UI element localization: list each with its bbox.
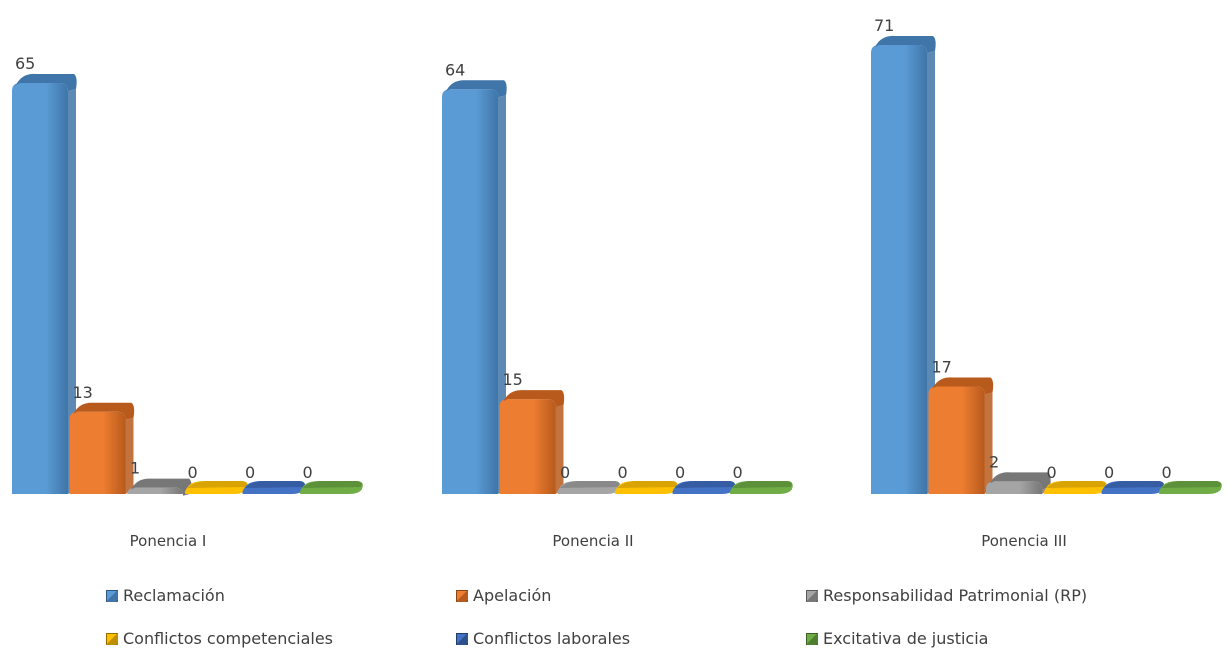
category-label: Ponencia III bbox=[981, 532, 1067, 550]
category-label: Ponencia II bbox=[552, 532, 633, 550]
value-label: 15 bbox=[503, 370, 523, 389]
value-label: 2 bbox=[989, 452, 999, 471]
bar-conflictos-laborales-3 bbox=[1101, 481, 1165, 494]
value-label: 0 bbox=[560, 463, 570, 482]
value-label: 65 bbox=[15, 54, 35, 73]
value-label: 0 bbox=[1162, 463, 1172, 482]
bar-apelaci-n-2 bbox=[499, 390, 565, 494]
value-label: 0 bbox=[245, 463, 255, 482]
bar-conflictos-competenciales-1 bbox=[184, 481, 248, 494]
value-label: 0 bbox=[303, 463, 313, 482]
category-labels-layer: Ponencia I Ponencia II Ponencia III bbox=[130, 532, 1067, 550]
bar-conflictos-competenciales-3 bbox=[1043, 481, 1107, 494]
bar-apelaci-n-3 bbox=[928, 377, 994, 494]
bar-excitativa-de-justicia-1 bbox=[299, 481, 363, 494]
bar-responsabilidad-patrimonial-rp-2 bbox=[557, 481, 621, 494]
value-label: 64 bbox=[445, 60, 465, 79]
value-label: 71 bbox=[874, 16, 894, 35]
bar-excitativa-de-justicia-3 bbox=[1158, 481, 1222, 494]
bar-reclamaci-n-1 bbox=[12, 73, 77, 494]
bars-layer bbox=[12, 35, 1222, 496]
bar-excitativa-de-justicia-2 bbox=[729, 481, 793, 494]
value-label: 0 bbox=[188, 463, 198, 482]
bar-conflictos-laborales-1 bbox=[242, 481, 306, 494]
value-labels-layer: 65 13 1 0 0 0 64 15 0 0 0 0 71 17 2 0 0 0 bbox=[15, 16, 1172, 482]
category-label: Ponencia I bbox=[130, 532, 207, 550]
value-label: 1 bbox=[130, 459, 140, 478]
value-label: 0 bbox=[733, 463, 743, 482]
value-label: 0 bbox=[1104, 463, 1114, 482]
value-label: 0 bbox=[618, 463, 628, 482]
value-label: 13 bbox=[73, 383, 93, 402]
value-label: 0 bbox=[675, 463, 685, 482]
bar-responsabilidad-patrimonial-rp-3 bbox=[986, 472, 1051, 494]
bar-responsabilidad-patrimonial-rp-1 bbox=[127, 478, 192, 496]
bar-conflictos-competenciales-2 bbox=[614, 481, 678, 494]
value-label: 0 bbox=[1047, 463, 1057, 482]
value-label: 17 bbox=[932, 357, 952, 376]
bar-apelaci-n-1 bbox=[69, 402, 135, 494]
bar-reclamaci-n-3 bbox=[871, 35, 936, 494]
bar-conflictos-laborales-2 bbox=[672, 481, 736, 494]
bar-reclamaci-n-2 bbox=[442, 80, 507, 494]
